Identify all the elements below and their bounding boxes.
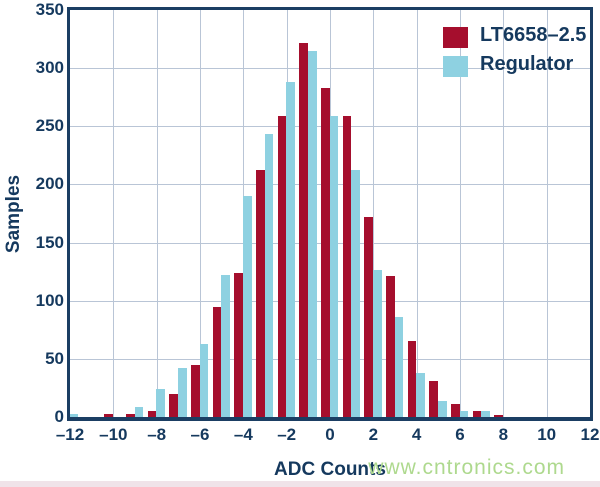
bar-lt6658 — [299, 42, 308, 417]
bar-regulator — [264, 134, 274, 417]
x-tick-label: –12 — [55, 425, 85, 444]
bar-regulator — [178, 368, 187, 417]
bar-regulator — [373, 270, 382, 417]
y-tick-label: 150 — [35, 232, 64, 252]
bar-lt6658 — [429, 380, 438, 417]
x-tick-label: 12 — [580, 425, 600, 444]
bar-lt6658 — [147, 411, 157, 417]
bar-regulator — [199, 343, 209, 417]
bar-lt6658 — [451, 404, 460, 417]
bar-regulator — [481, 411, 490, 417]
x-tick-label: –10 — [99, 425, 128, 444]
gridline-vertical — [373, 10, 375, 417]
watermark-text: www.cntronics.com — [368, 456, 565, 479]
bar-regulator — [70, 413, 79, 417]
y-axis-title: Samples — [3, 174, 24, 254]
bar-lt6658 — [126, 413, 135, 417]
legend-row-regulator: Regulator — [443, 53, 600, 82]
bar-regulator — [394, 316, 404, 417]
legend-row-lt6658: LT6658–2.5 — [443, 24, 600, 53]
bar-lt6658 — [169, 393, 178, 417]
legend-swatch-lt6658 — [443, 27, 468, 48]
x-axis-title: ADC Counts — [274, 459, 386, 480]
legend-label-regulator: Regulator — [480, 53, 574, 75]
gridline-vertical — [416, 10, 418, 417]
bar-lt6658 — [364, 216, 373, 417]
y-tick-label: 300 — [35, 58, 64, 78]
legend: LT6658–2.5 Regulator — [443, 24, 600, 82]
bar-lt6658 — [191, 364, 200, 417]
y-tick-label: 50 — [45, 348, 64, 368]
gridline-vertical — [546, 10, 548, 417]
bar-regulator — [351, 170, 360, 417]
bar-lt6658 — [472, 411, 482, 417]
x-tick-label: –6 — [190, 425, 210, 444]
bar-regulator — [308, 50, 317, 417]
x-tick-label: 0 — [325, 425, 335, 444]
x-tick-label: 10 — [537, 425, 557, 444]
plot-content — [70, 10, 590, 417]
gridline-vertical — [460, 10, 461, 417]
y-tick-label: 200 — [35, 174, 64, 194]
y-tick-label: 100 — [35, 290, 64, 310]
x-tick-label: 2 — [368, 425, 379, 444]
bar-lt6658 — [212, 306, 222, 417]
y-tick-label: 0 — [54, 407, 64, 426]
bar-lt6658 — [256, 170, 265, 417]
bar-regulator — [459, 411, 469, 417]
x-tick-label: 6 — [455, 425, 465, 444]
gridline-vertical — [200, 10, 201, 417]
x-tick-label: –8 — [147, 425, 167, 444]
bar-lt6658 — [277, 115, 287, 417]
y-tick-label: 350 — [35, 0, 64, 19]
bottom-strip — [0, 481, 600, 487]
bar-regulator — [134, 406, 144, 417]
gridline-vertical — [113, 10, 115, 417]
bar-lt6658 — [494, 414, 503, 417]
bar-lt6658 — [104, 413, 113, 417]
bar-regulator — [416, 372, 425, 417]
x-tick-label: 8 — [498, 425, 509, 444]
legend-label-lt6658: LT6658–2.5 — [480, 24, 587, 46]
gridline-vertical — [156, 10, 158, 417]
bar-regulator — [329, 115, 339, 417]
bar-lt6658 — [342, 115, 352, 417]
x-tick-label: –2 — [277, 425, 297, 444]
legend-swatch-regulator — [443, 56, 468, 77]
bar-regulator — [286, 82, 295, 417]
x-tick-label: 4 — [411, 425, 422, 444]
bar-regulator — [221, 275, 230, 417]
bar-lt6658 — [386, 276, 395, 417]
bar-lt6658 — [321, 87, 330, 417]
bar-lt6658 — [407, 341, 417, 417]
x-tick-label: –4 — [233, 425, 253, 444]
bar-regulator — [243, 196, 252, 417]
gridline-vertical — [503, 10, 505, 417]
y-tick-label: 250 — [35, 116, 64, 136]
plot-area: LT6658–2.5 Regulator — [67, 7, 593, 421]
bar-lt6658 — [234, 272, 243, 417]
bar-regulator — [438, 400, 447, 417]
bar-regulator — [156, 389, 165, 417]
